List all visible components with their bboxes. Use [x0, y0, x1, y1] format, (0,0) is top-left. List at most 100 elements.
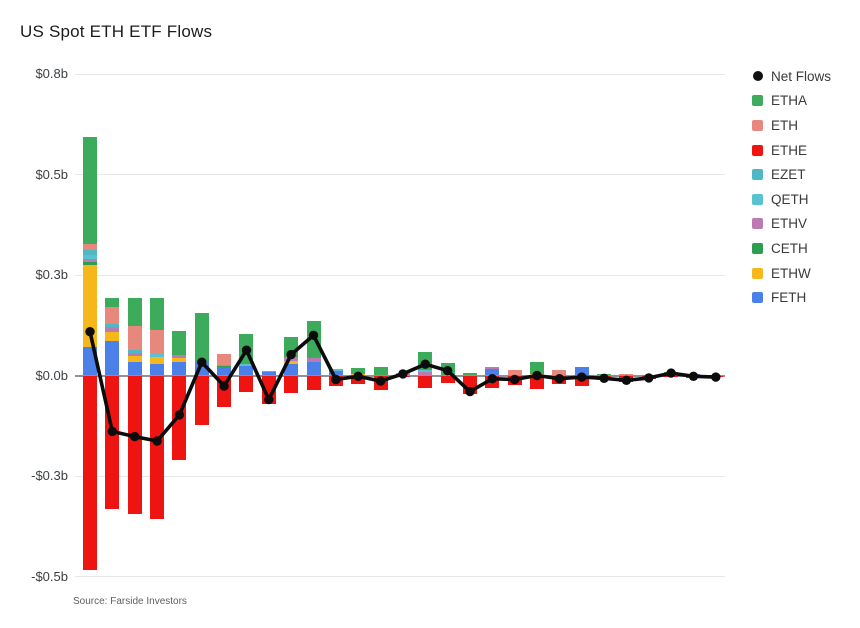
- bar-segment-eth: [150, 330, 165, 354]
- legend-marker-ethw: [752, 267, 763, 279]
- legend-label: ETHV: [771, 216, 808, 232]
- legend-label: ETHW: [771, 265, 811, 281]
- bar-segment-ethv: [485, 366, 500, 369]
- source-note: Source: Farside Investors: [73, 596, 187, 607]
- legend-marker-eth: [752, 119, 763, 131]
- bar-segment-feth: [217, 367, 232, 376]
- bar-segment-etha: [373, 366, 388, 376]
- bar-segment-etha: [440, 363, 455, 376]
- bar-segment-etha: [418, 352, 433, 371]
- bar-segment-ceth: [83, 262, 97, 265]
- legend-marker-feth: [752, 292, 763, 304]
- gridline: [75, 475, 725, 477]
- bar-segment-ethv: [127, 352, 142, 356]
- bar-segment-ezet: [217, 364, 232, 366]
- bar-segment-ethe: [552, 375, 567, 385]
- bar-segment-feth: [172, 362, 187, 376]
- gridline: [75, 73, 725, 75]
- bar-segment-ethw: [284, 360, 299, 364]
- y-axis-tick-label: $0.5b: [35, 166, 68, 182]
- bar-segment-ethe: [641, 375, 656, 379]
- bar-segment-ethw: [83, 264, 97, 347]
- bar-segment-etha: [351, 367, 366, 374]
- bar-segment-ethe: [507, 375, 522, 386]
- bar-segment-feth: [239, 365, 254, 376]
- chart-title: US Spot ETH ETF Flows: [20, 22, 213, 41]
- bar-segment-ethe: [619, 375, 634, 382]
- legend-marker-qeth: [752, 193, 763, 205]
- legend-marker-net-flows: [752, 71, 763, 82]
- bar-segment-ethe: [574, 375, 589, 386]
- bar-segment-feth: [485, 368, 500, 376]
- y-axis-tick-label: $0.8b: [35, 66, 68, 81]
- bar-segment-eth: [217, 354, 232, 365]
- bar-segment-ezet: [105, 324, 120, 328]
- bar-segment-ethv: [306, 357, 321, 363]
- bar-segment-ezet: [261, 371, 276, 373]
- bar-segment-ethe: [261, 375, 276, 404]
- y-axis-tick-label: $0.3b: [35, 267, 68, 282]
- bar-segment-feth: [306, 362, 321, 376]
- bar-segment-ethe: [127, 375, 142, 515]
- bar-segment-etha: [664, 372, 679, 375]
- bar-segment-etha: [306, 321, 321, 358]
- bar-segment-ethv: [284, 357, 299, 361]
- bar-segment-etha: [127, 297, 142, 326]
- bar-segment-qeth: [83, 254, 97, 259]
- bar-segment-ethe: [597, 375, 612, 380]
- bar-segment-ethe: [418, 375, 433, 388]
- bar-segment-feth: [105, 340, 120, 376]
- bar-segment-qeth: [418, 370, 433, 373]
- legend-label: CETH: [771, 240, 808, 256]
- bar-segment-qeth: [150, 353, 165, 357]
- bar-segment-etha: [284, 336, 299, 358]
- bar-segment-etha: [172, 330, 187, 355]
- bar-segment-feth: [194, 360, 209, 376]
- legend-item-ethe: ETHE: [752, 138, 831, 163]
- bar-segment-ethe: [373, 375, 388, 390]
- y-axis-tick-label: -$0.5b: [31, 568, 68, 584]
- bar-segment-ethe: [395, 375, 410, 377]
- bar-segment-feth: [127, 362, 142, 376]
- legend: Net Flows ETHA ETH ETHE EZET QETH ETHV CETH ETHW…: [752, 64, 831, 310]
- bar-segment-ethe: [328, 375, 343, 386]
- bar-segment-ethe: [239, 375, 254, 392]
- bar-segment-ethe: [462, 375, 477, 394]
- legend-marker-ceth: [752, 242, 763, 254]
- legend-item-eth: ETH: [752, 113, 831, 138]
- bar-segment-qeth: [328, 369, 343, 372]
- bar-segment-ethe: [306, 375, 321, 390]
- bar-segment-ethe: [105, 375, 120, 509]
- legend-marker-etha: [752, 95, 763, 107]
- legend-item-etha: ETHA: [752, 89, 831, 114]
- bar-segment-etha: [194, 313, 209, 361]
- bar-segment-ethw: [127, 355, 142, 363]
- bar-segment-ethw: [105, 332, 120, 341]
- bar-segment-etha: [530, 361, 544, 374]
- bar-segment-ethw: [150, 356, 165, 364]
- bar-segment-ethe: [664, 375, 679, 377]
- bar-segment-ethe: [194, 375, 209, 425]
- bar-segment-ethe: [83, 375, 97, 571]
- legend-item-qeth: QETH: [752, 187, 831, 212]
- legend-marker-ethe: [752, 144, 763, 156]
- legend-item-ethw: ETHW: [752, 261, 831, 286]
- bar-segment-ethw: [172, 358, 187, 363]
- bar-segment-ethv: [83, 258, 97, 263]
- y-axis-tick-label: -$0.3b: [31, 468, 68, 483]
- y-axis-tick-label: $0.0b: [35, 367, 68, 383]
- legend-label: ETHA: [771, 93, 808, 109]
- bar-segment-ethe: [440, 375, 455, 384]
- legend-label: ETHE: [771, 142, 808, 158]
- legend-item-net-flows: Net Flows: [752, 64, 831, 89]
- bar-segment-ethe: [351, 375, 366, 384]
- legend-item-feth: FETH: [752, 285, 831, 310]
- bar-segment-feth: [83, 346, 97, 376]
- bar-segment-ethe: [485, 375, 500, 388]
- bar-segment-feth: [574, 367, 589, 376]
- bar-segment-ethe: [150, 375, 165, 519]
- legend-marker-ezet: [752, 169, 763, 181]
- bar-segment-eth: [127, 325, 142, 350]
- gridline: [75, 174, 725, 175]
